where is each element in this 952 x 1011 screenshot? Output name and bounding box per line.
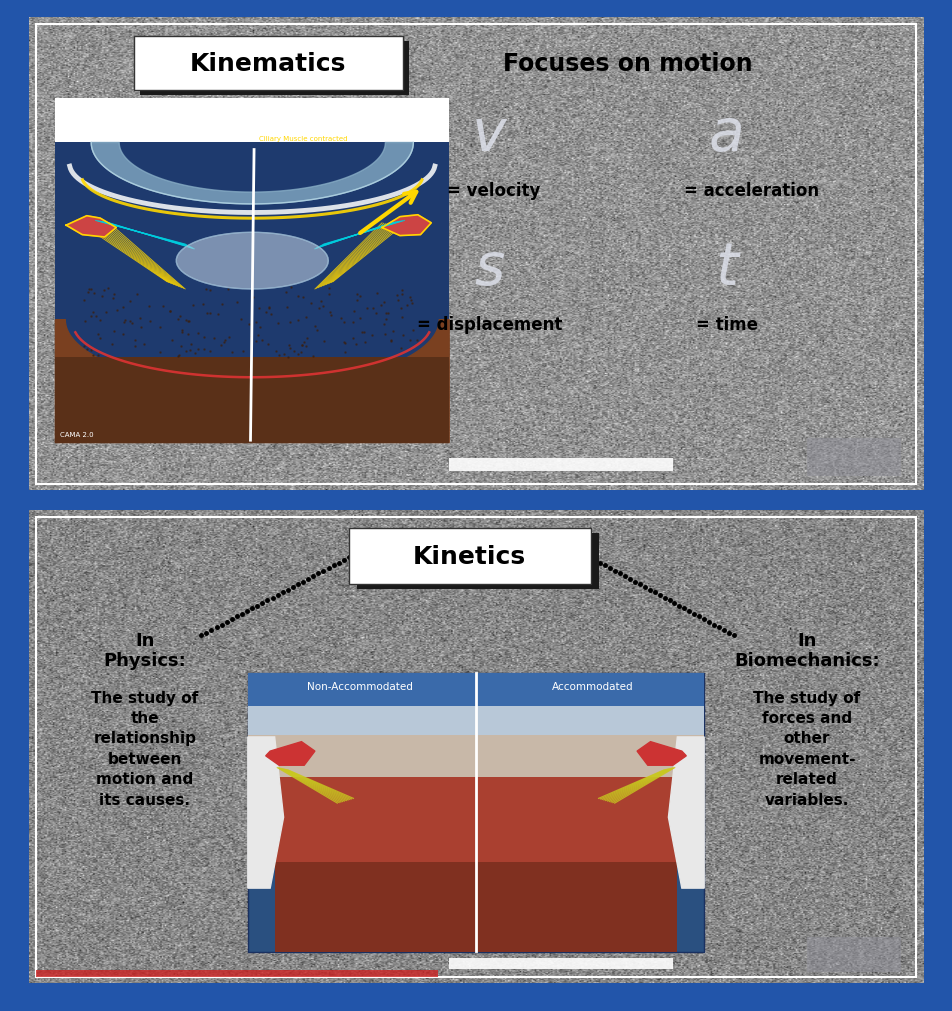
Text: = displacement: = displacement xyxy=(417,316,562,334)
Text: t: t xyxy=(715,240,738,297)
Text: v: v xyxy=(472,105,506,163)
Text: = time: = time xyxy=(696,316,758,334)
Polygon shape xyxy=(637,742,686,765)
Polygon shape xyxy=(382,215,431,237)
Bar xyxy=(248,735,704,779)
Text: a: a xyxy=(708,105,744,163)
Text: Non-Accommodated: Non-Accommodated xyxy=(307,681,412,692)
Bar xyxy=(141,41,409,96)
Bar xyxy=(274,777,678,862)
Text: Focuses on motion: Focuses on motion xyxy=(504,52,753,76)
Polygon shape xyxy=(66,216,116,238)
Polygon shape xyxy=(91,144,413,204)
Polygon shape xyxy=(176,233,328,290)
Polygon shape xyxy=(55,320,449,443)
Bar xyxy=(55,98,449,146)
Bar xyxy=(55,358,449,443)
Text: Kinematics: Kinematics xyxy=(190,52,347,76)
Bar xyxy=(274,857,678,952)
Text: The study of
the
relationship
between
motion and
its causes.: The study of the relationship between mo… xyxy=(91,690,199,807)
Bar xyxy=(248,673,704,709)
Bar xyxy=(349,529,590,584)
Bar xyxy=(248,673,704,952)
Bar xyxy=(357,534,599,589)
Text: Ciliary Muscle at rest: Ciliary Muscle at rest xyxy=(65,135,138,142)
Text: Ciliary Muscle contracted: Ciliary Muscle contracted xyxy=(260,135,347,142)
Text: CAMA 2.0: CAMA 2.0 xyxy=(60,432,93,438)
Bar xyxy=(248,707,704,737)
Bar xyxy=(807,439,901,476)
Bar xyxy=(449,957,673,970)
Text: The study of
forces and
other
movement-
related
variables.: The study of forces and other movement- … xyxy=(753,690,861,807)
Polygon shape xyxy=(668,737,704,889)
Bar xyxy=(134,37,403,91)
Bar xyxy=(807,937,901,973)
Text: = velocity: = velocity xyxy=(447,182,541,199)
Bar xyxy=(449,458,673,471)
Text: Accommodated: Accommodated xyxy=(551,681,633,692)
Bar xyxy=(36,970,439,977)
Polygon shape xyxy=(266,742,315,765)
Text: s: s xyxy=(474,240,505,297)
Text: = acceleration: = acceleration xyxy=(684,182,819,199)
Text: Kinetics: Kinetics xyxy=(413,544,526,568)
Text: In
Biomechanics:: In Biomechanics: xyxy=(734,631,880,669)
Text: In
Physics:: In Physics: xyxy=(104,631,187,669)
Bar xyxy=(55,144,449,443)
Polygon shape xyxy=(248,737,284,889)
